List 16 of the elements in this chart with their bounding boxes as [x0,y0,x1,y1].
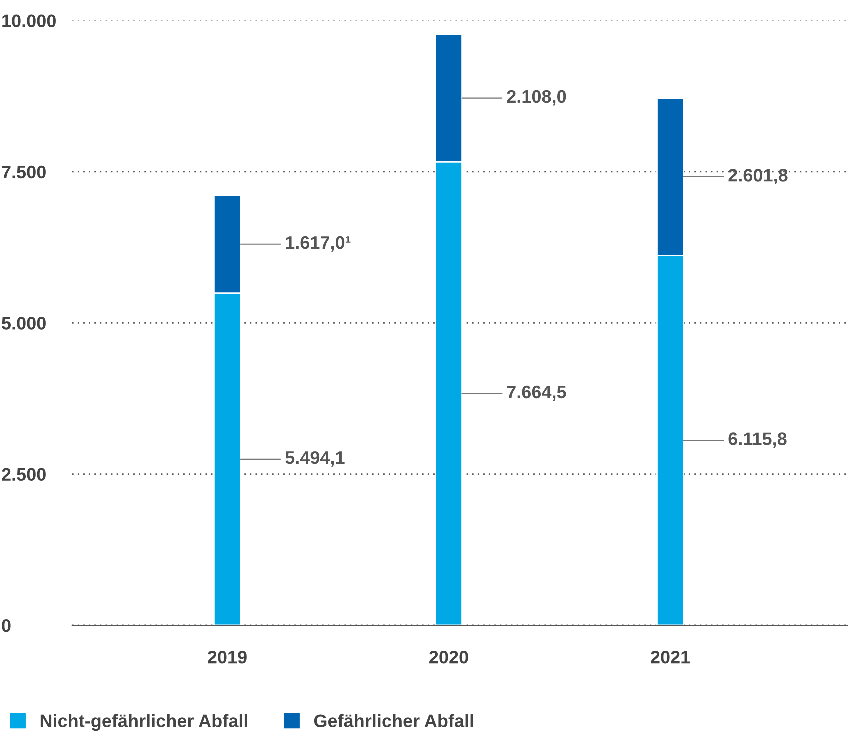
x-tick-label: 2020 [430,650,468,664]
legend-label: Nicht-gefährlicher Abfall [40,714,248,732]
x-tick-label: 2021 [651,650,690,664]
x-tick-label: 2019 [208,650,247,664]
data-label: 7.664,5 [507,386,566,402]
data-label: 6.115,8 [728,432,787,448]
y-tick-label: 2.500 [2,468,46,482]
data-label: 2.601,8 [728,169,788,184]
y-tick-label: 5.000 [2,317,46,330]
y-tick-label: 7.500 [2,166,46,179]
data-label: 2.108,0 [507,90,566,106]
data-label: 1.617,0¹ [286,236,351,252]
legend-label: Gefährlicher Abfall [314,714,474,728]
y-tick-label: 10.000 [2,14,56,28]
y-tick-label: 0 [2,619,11,632]
data-label: 5.494,1 [286,451,345,467]
